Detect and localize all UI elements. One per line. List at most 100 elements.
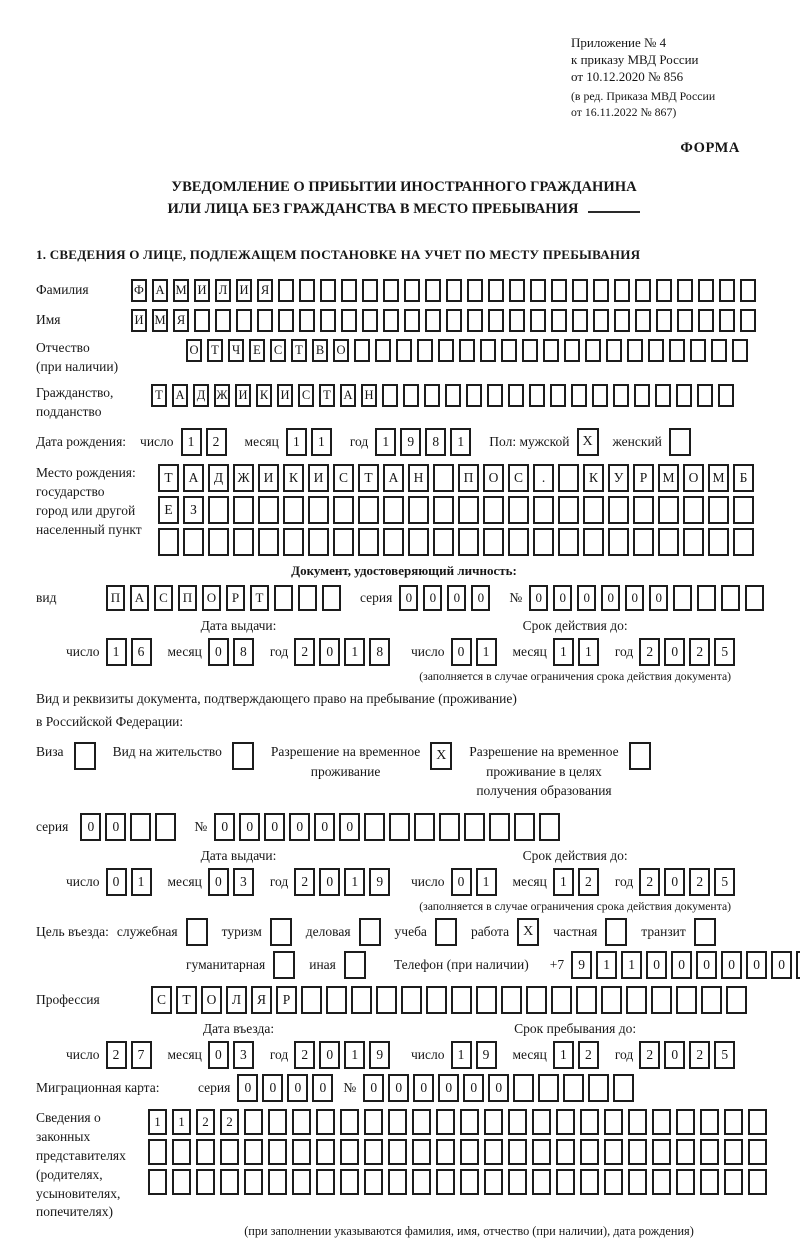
char-cell[interactable] — [320, 278, 336, 302]
option-checkbox[interactable] — [185, 918, 208, 947]
char-cell[interactable] — [412, 1139, 431, 1166]
char-cell[interactable] — [697, 585, 717, 612]
char-cell[interactable]: 2 — [294, 1041, 316, 1070]
char-cell[interactable] — [244, 1169, 263, 1196]
char-cell[interactable]: 2 — [639, 638, 661, 667]
char-cell[interactable]: 0 — [319, 1041, 341, 1070]
option-checkbox[interactable] — [273, 951, 296, 980]
char-cell[interactable] — [196, 1169, 215, 1196]
char-cell[interactable] — [438, 338, 454, 362]
char-cell[interactable]: 0 — [646, 951, 668, 980]
char-cell[interactable] — [676, 1169, 695, 1196]
char-cell[interactable]: К — [256, 383, 272, 407]
char-cell[interactable]: О — [201, 986, 222, 1015]
char-cell[interactable] — [258, 496, 279, 525]
char-cell[interactable] — [433, 464, 454, 493]
char-cell[interactable] — [532, 1139, 551, 1166]
char-cell[interactable] — [208, 528, 229, 557]
char-cell[interactable]: О — [202, 585, 221, 612]
char-cell[interactable]: 8 — [232, 638, 254, 667]
char-cell[interactable]: Т — [151, 383, 167, 407]
char-cell[interactable]: 0 — [262, 1074, 284, 1103]
char-cell[interactable]: С — [270, 338, 286, 362]
char-cell[interactable] — [466, 383, 482, 407]
char-cell[interactable] — [658, 496, 679, 525]
char-cell[interactable] — [580, 1139, 599, 1166]
char-cell[interactable] — [614, 308, 630, 332]
char-cell[interactable]: 0 — [423, 585, 443, 612]
char-cell[interactable] — [563, 1074, 585, 1103]
char-cell[interactable] — [651, 986, 672, 1015]
char-cell[interactable] — [362, 278, 378, 302]
char-cell[interactable] — [580, 1169, 599, 1196]
char-cell[interactable]: 1 — [285, 428, 307, 457]
char-cell[interactable]: 2 — [220, 1109, 239, 1136]
char-cell[interactable] — [676, 1139, 695, 1166]
char-cell[interactable] — [383, 308, 399, 332]
char-cell[interactable] — [628, 1109, 647, 1136]
char-cell[interactable]: Н — [408, 464, 429, 493]
char-cell[interactable] — [436, 1169, 455, 1196]
char-cell[interactable]: Т — [358, 464, 379, 493]
char-cell[interactable] — [501, 986, 522, 1015]
char-cell[interactable]: О — [186, 338, 202, 362]
char-cell[interactable] — [526, 986, 547, 1015]
char-cell[interactable] — [278, 278, 294, 302]
char-cell[interactable] — [509, 278, 525, 302]
char-cell[interactable] — [501, 338, 517, 362]
char-cell[interactable]: Ф — [131, 278, 147, 302]
char-cell[interactable]: К — [283, 464, 304, 493]
char-cell[interactable]: О — [333, 338, 349, 362]
char-cell[interactable] — [308, 496, 329, 525]
char-cell[interactable]: П — [458, 464, 479, 493]
char-cell[interactable]: М — [658, 464, 679, 493]
char-cell[interactable] — [658, 528, 679, 557]
char-cell[interactable] — [700, 1139, 719, 1166]
char-cell[interactable] — [388, 1169, 407, 1196]
char-cell[interactable] — [633, 496, 654, 525]
char-cell[interactable] — [633, 528, 654, 557]
char-cell[interactable] — [459, 338, 475, 362]
option-checkbox[interactable]: X — [430, 742, 453, 771]
char-cell[interactable]: 0 — [314, 813, 336, 842]
char-cell[interactable] — [592, 383, 608, 407]
char-cell[interactable] — [580, 1109, 599, 1136]
char-cell[interactable] — [796, 951, 800, 980]
char-cell[interactable]: 0 — [746, 951, 768, 980]
char-cell[interactable]: С — [298, 383, 314, 407]
char-cell[interactable] — [733, 528, 754, 557]
char-cell[interactable]: К — [583, 464, 604, 493]
char-cell[interactable] — [483, 496, 504, 525]
char-cell[interactable] — [701, 986, 722, 1015]
char-cell[interactable] — [403, 383, 419, 407]
char-cell[interactable] — [652, 1109, 671, 1136]
char-cell[interactable]: 5 — [714, 1041, 736, 1070]
char-cell[interactable]: Т — [250, 585, 269, 612]
char-cell[interactable]: 7 — [130, 1041, 152, 1070]
option-checkbox[interactable] — [693, 918, 716, 947]
char-cell[interactable]: 5 — [714, 638, 736, 667]
char-cell[interactable]: Б — [733, 464, 754, 493]
char-cell[interactable] — [700, 1109, 719, 1136]
option-checkbox[interactable] — [73, 742, 96, 771]
char-cell[interactable] — [593, 278, 609, 302]
char-cell[interactable] — [551, 278, 567, 302]
char-cell[interactable] — [556, 1169, 575, 1196]
char-cell[interactable]: 0 — [671, 951, 693, 980]
char-cell[interactable] — [543, 338, 559, 362]
char-cell[interactable] — [333, 496, 354, 525]
char-cell[interactable] — [340, 1139, 359, 1166]
char-cell[interactable]: 2 — [294, 868, 316, 897]
char-cell[interactable]: 1 — [475, 638, 497, 667]
char-cell[interactable] — [508, 528, 529, 557]
char-cell[interactable] — [298, 585, 317, 612]
char-cell[interactable] — [467, 278, 483, 302]
char-cell[interactable]: 8 — [425, 428, 447, 457]
char-cell[interactable] — [690, 338, 706, 362]
char-cell[interactable]: 0 — [413, 1074, 435, 1103]
char-cell[interactable]: М — [152, 308, 168, 332]
char-cell[interactable]: 2 — [577, 868, 599, 897]
char-cell[interactable]: И — [194, 278, 210, 302]
char-cell[interactable] — [530, 278, 546, 302]
char-cell[interactable]: А — [152, 278, 168, 302]
